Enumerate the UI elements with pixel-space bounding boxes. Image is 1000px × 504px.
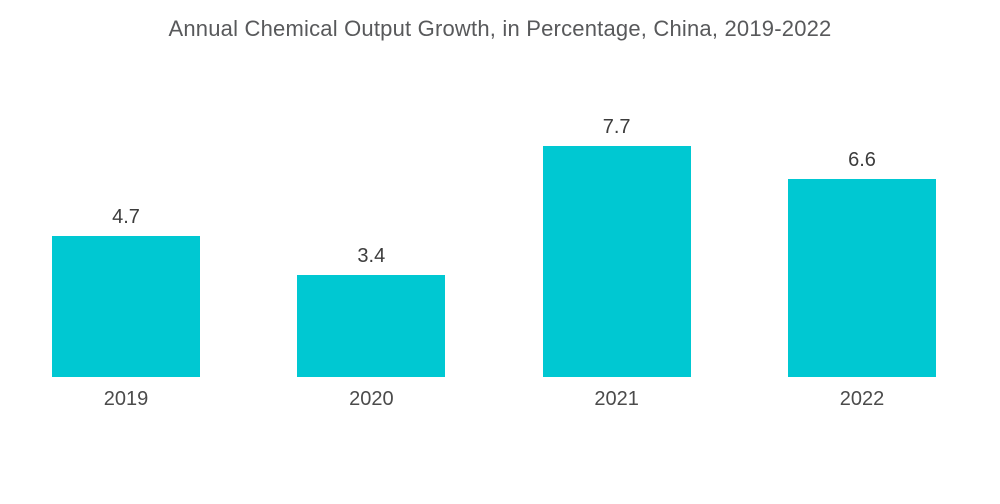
bar-2022 [787, 179, 936, 377]
category-label: 2019 [103, 388, 149, 410]
bar-chart: 4.7 2019 3.4 2020 7.7 2021 6.6 2022 [52, 116, 936, 412]
category-label: 2021 [594, 388, 639, 410]
bar-2019 [52, 236, 200, 377]
bar-value-label: 3.4 [357, 245, 386, 267]
bar-group-2019: 4.7 2019 [52, 206, 200, 412]
bar-value-label: 4.7 [112, 206, 140, 228]
bar-2020 [297, 275, 446, 377]
bar-group-2021: 7.7 2021 [542, 116, 691, 412]
bar-value-label: 7.7 [602, 116, 631, 138]
bar-value-label: 6.6 [848, 149, 876, 171]
bar-group-2020: 3.4 2020 [297, 245, 446, 412]
category-label: 2020 [349, 388, 394, 410]
category-label: 2022 [839, 388, 885, 410]
bar-2021 [542, 146, 691, 377]
chart-title: Annual Chemical Output Growth, in Percen… [168, 16, 832, 41]
bar-group-2022: 6.6 2022 [787, 149, 936, 412]
